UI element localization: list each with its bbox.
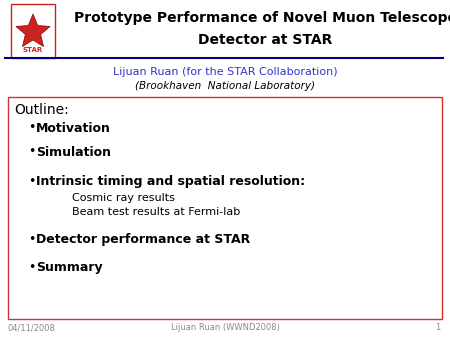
Text: Outline:: Outline:	[14, 103, 69, 117]
Text: •: •	[28, 145, 36, 159]
Text: Detector performance at STAR: Detector performance at STAR	[36, 234, 250, 246]
Text: 1: 1	[435, 323, 440, 333]
Text: STAR: STAR	[23, 47, 43, 53]
Text: Cosmic ray results: Cosmic ray results	[72, 193, 175, 203]
Polygon shape	[16, 14, 50, 47]
Text: Simulation: Simulation	[36, 145, 111, 159]
Text: Prototype Performance of Novel Muon Telescope: Prototype Performance of Novel Muon Tele…	[73, 11, 450, 25]
Text: •: •	[28, 234, 36, 246]
Text: Lijuan Ruan (WWND2008): Lijuan Ruan (WWND2008)	[171, 323, 279, 333]
Text: Summary: Summary	[36, 262, 103, 274]
Text: Lijuan Ruan (for the STAR Collaboration): Lijuan Ruan (for the STAR Collaboration)	[112, 67, 338, 77]
Text: (Brookhaven  National Laboratory): (Brookhaven National Laboratory)	[135, 81, 315, 91]
Text: •: •	[28, 121, 36, 135]
Text: •: •	[28, 175, 36, 189]
Text: 04/11/2008: 04/11/2008	[8, 323, 56, 333]
Text: •: •	[28, 262, 36, 274]
FancyBboxPatch shape	[8, 97, 442, 319]
Text: Intrinsic timing and spatial resolution:: Intrinsic timing and spatial resolution:	[36, 175, 305, 189]
Text: Motivation: Motivation	[36, 121, 111, 135]
Text: Beam test results at Fermi-lab: Beam test results at Fermi-lab	[72, 207, 240, 217]
Text: Detector at STAR: Detector at STAR	[198, 33, 332, 47]
